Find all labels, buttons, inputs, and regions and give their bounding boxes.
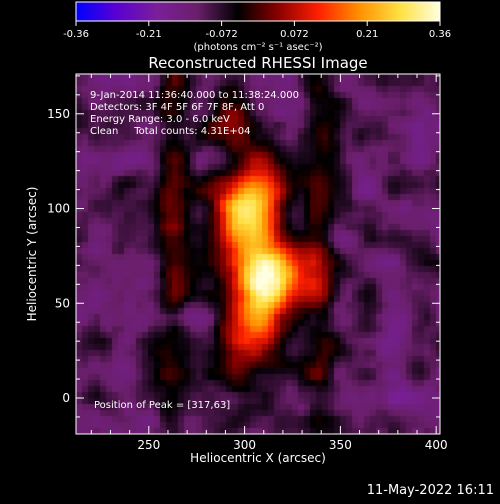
peak-position-label: Position of Peak = [317,63] bbox=[94, 400, 230, 411]
plot-frame bbox=[75, 73, 441, 435]
x-tick-label: 350 bbox=[329, 438, 352, 452]
y-tick-label: 0 bbox=[62, 391, 70, 405]
heatmap-image bbox=[76, 74, 440, 434]
info-time-range: 9-Jan-2014 11:36:40.000 to 11:38:24.000 bbox=[90, 90, 299, 101]
y-axis-label: Heliocentric Y (arcsec) bbox=[25, 187, 39, 322]
colorbar-tick-label: -0.072 bbox=[205, 29, 237, 40]
colorbar: -0.36 -0.21 -0.072 0.072 0.21 0.36 (photons c… bbox=[63, 1, 451, 53]
colorbar-ticks: -0.36 -0.21 -0.072 0.072 0.21 0.36 bbox=[63, 21, 451, 40]
plot-axes: 250 300 350 400 0 50 100 150 bbox=[47, 74, 448, 452]
chart-title: Reconstructed RHESSI Image bbox=[148, 54, 367, 72]
colorbar-tick-label: -0.36 bbox=[63, 29, 89, 40]
colorbar-unit-label: (photons cm⁻² s⁻¹ asec⁻²) bbox=[193, 42, 322, 53]
y-tick-label: 100 bbox=[47, 202, 70, 216]
heatmap-canvas-holder bbox=[76, 74, 440, 434]
info-clean-counts: Clean Total counts: 4.31E+04 bbox=[90, 126, 250, 137]
y-tick-label: 50 bbox=[55, 296, 70, 310]
x-tick-label: 300 bbox=[233, 438, 256, 452]
heatmap-canvas bbox=[76, 74, 440, 434]
y-tick-label: 150 bbox=[47, 107, 70, 121]
x-axis-label: Heliocentric X (arcsec) bbox=[190, 451, 326, 465]
x-tick-label: 250 bbox=[137, 438, 160, 452]
info-detectors: Detectors: 3F 4F 5F 6F 7F 8F, Att 0 bbox=[90, 102, 264, 113]
colorbar-tick-label: -0.21 bbox=[136, 29, 162, 40]
colorbar-tick-label: 0.21 bbox=[356, 29, 378, 40]
colorbar-tick-label: 0.072 bbox=[280, 29, 309, 40]
colorbar-tick-label: 0.36 bbox=[429, 29, 451, 40]
colorbar-bar bbox=[75, 1, 441, 22]
info-text-block: 9-Jan-2014 11:36:40.000 to 11:38:24.000 … bbox=[90, 90, 299, 137]
info-energy-range: Energy Range: 3.0 - 6.0 keV bbox=[90, 114, 230, 125]
footer-timestamp: 11-May-2022 16:11 bbox=[367, 483, 494, 498]
x-tick-label: 400 bbox=[425, 438, 448, 452]
